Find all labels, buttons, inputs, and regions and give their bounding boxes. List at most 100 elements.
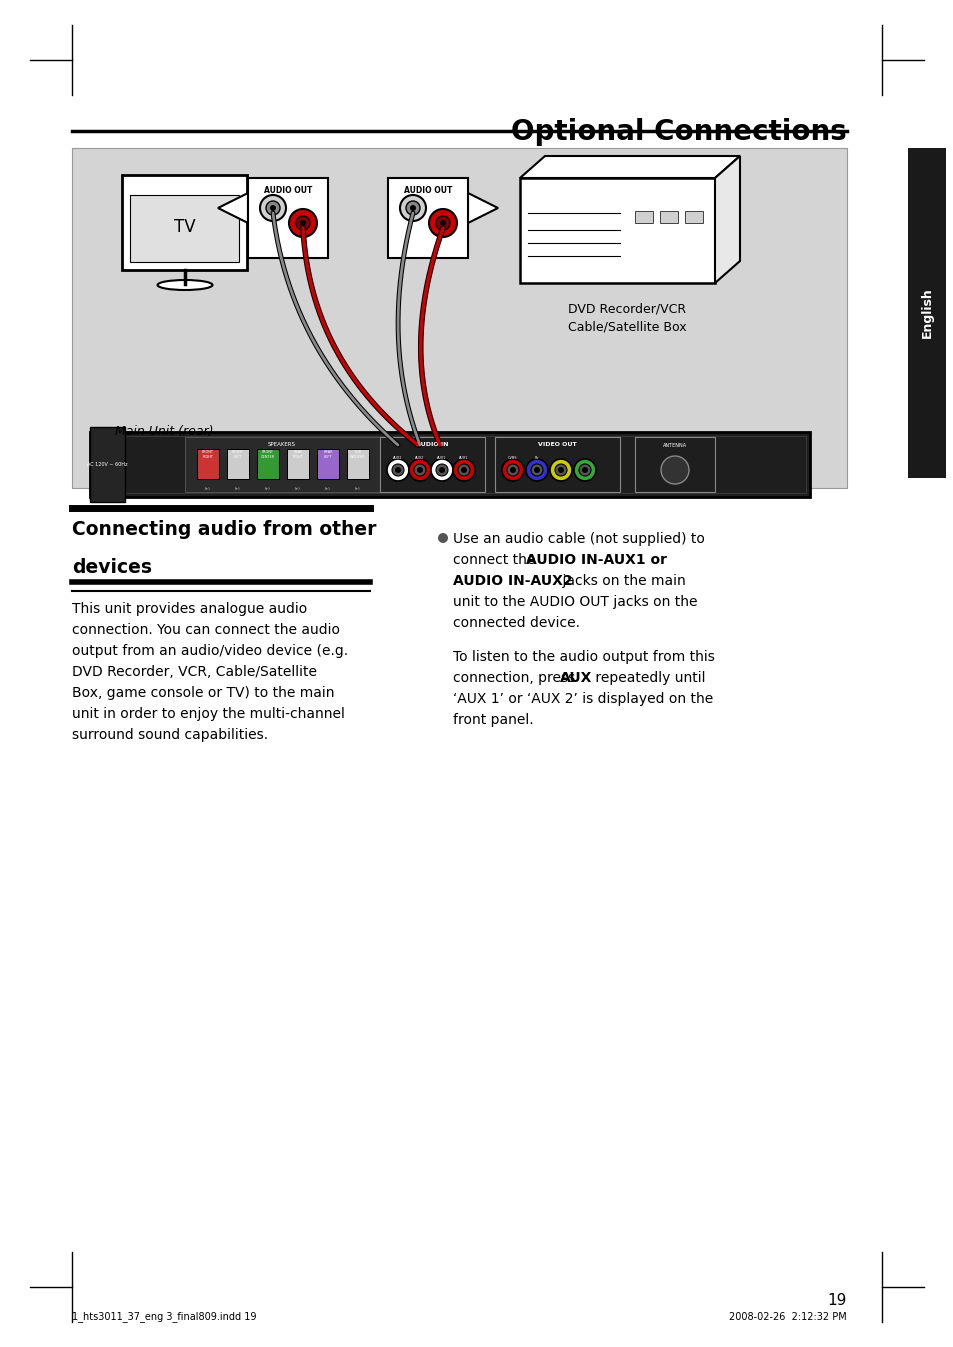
Circle shape: [406, 201, 419, 216]
Text: (+): (+): [355, 488, 360, 492]
Circle shape: [457, 463, 470, 475]
Text: connected device.: connected device.: [453, 616, 579, 630]
Bar: [256, 449, 278, 480]
Circle shape: [550, 459, 572, 481]
Text: Use an audio cable (not supplied) to: Use an audio cable (not supplied) to: [453, 532, 704, 546]
Circle shape: [436, 463, 448, 475]
Text: connect the: connect the: [453, 554, 539, 567]
Circle shape: [416, 467, 422, 473]
Circle shape: [437, 533, 448, 543]
Text: VIDEO OUT: VIDEO OUT: [537, 442, 577, 447]
Text: connection. You can connect the audio: connection. You can connect the audio: [71, 624, 339, 637]
Text: FRONT
LEFT: FRONT LEFT: [232, 450, 244, 458]
Text: SPEAKERS: SPEAKERS: [268, 442, 295, 447]
Circle shape: [392, 463, 403, 475]
Text: TV: TV: [174, 218, 195, 237]
Bar: [635, 211, 652, 224]
Circle shape: [270, 205, 275, 211]
Circle shape: [510, 467, 516, 473]
Text: front panel.: front panel.: [453, 713, 533, 727]
Circle shape: [660, 457, 688, 484]
Bar: [907, 148, 945, 478]
Text: (+): (+): [205, 488, 211, 492]
Text: AUDIO OUT: AUDIO OUT: [264, 186, 312, 195]
Bar: [659, 211, 678, 224]
Circle shape: [431, 459, 453, 481]
Text: Optional Connections: Optional Connections: [511, 119, 846, 145]
Text: REAR
LEFT: REAR LEFT: [323, 450, 333, 458]
Polygon shape: [519, 156, 740, 178]
Circle shape: [525, 459, 547, 481]
Circle shape: [399, 195, 426, 221]
Circle shape: [460, 467, 467, 473]
Circle shape: [534, 467, 539, 473]
Text: AUX1: AUX1: [458, 457, 468, 459]
Circle shape: [506, 463, 518, 475]
Circle shape: [531, 463, 542, 475]
Bar: [684, 211, 702, 224]
Bar: [287, 449, 309, 480]
Text: This unit provides analogue audio: This unit provides analogue audio: [71, 602, 307, 616]
Text: unit to the AUDIO OUT jacks on the: unit to the AUDIO OUT jacks on the: [453, 595, 697, 609]
Bar: [131, 195, 239, 263]
Text: repeatedly until: repeatedly until: [590, 671, 705, 686]
Bar: [248, 178, 328, 259]
Bar: [635, 436, 714, 492]
Text: AUX1: AUX1: [436, 457, 446, 459]
Circle shape: [555, 463, 566, 475]
Text: AUX2: AUX2: [415, 457, 424, 459]
Text: AUX2: AUX2: [393, 457, 402, 459]
Bar: [90, 427, 125, 502]
Text: surround sound capabilities.: surround sound capabilities.: [71, 727, 268, 742]
Bar: [379, 436, 484, 492]
Text: (+): (+): [265, 488, 271, 492]
Circle shape: [558, 467, 563, 473]
Text: AUX: AUX: [559, 671, 592, 686]
Circle shape: [438, 467, 444, 473]
Circle shape: [501, 459, 523, 481]
FancyBboxPatch shape: [122, 175, 247, 269]
Bar: [185, 436, 379, 492]
Polygon shape: [468, 193, 497, 224]
Circle shape: [410, 205, 416, 211]
Text: To listen to the audio output from this: To listen to the audio output from this: [453, 651, 714, 664]
Text: REAR
RIGHT: REAR RIGHT: [293, 450, 303, 458]
Text: English: English: [920, 288, 933, 338]
Text: FRONT
RIGHT: FRONT RIGHT: [202, 450, 213, 458]
Text: DVD Recorder, VCR, Cable/Satellite: DVD Recorder, VCR, Cable/Satellite: [71, 665, 316, 679]
Text: Cable/Satellite Box: Cable/Satellite Box: [568, 321, 686, 333]
Circle shape: [574, 459, 596, 481]
Text: AUDIO OUT: AUDIO OUT: [403, 186, 452, 195]
Text: Connecting audio from other: Connecting audio from other: [71, 520, 376, 539]
Ellipse shape: [157, 280, 213, 290]
Circle shape: [409, 459, 431, 481]
Text: connection, press: connection, press: [453, 671, 579, 686]
Text: output from an audio/video device (e.g.: output from an audio/video device (e.g.: [71, 644, 348, 657]
Text: AC 120V ~ 60Hz: AC 120V ~ 60Hz: [87, 462, 127, 467]
Circle shape: [295, 216, 310, 230]
Circle shape: [395, 467, 400, 473]
Bar: [196, 449, 219, 480]
Text: ‘AUX 1’ or ‘AUX 2’ is displayed on the: ‘AUX 1’ or ‘AUX 2’ is displayed on the: [453, 692, 713, 706]
Text: 19: 19: [827, 1293, 846, 1308]
Circle shape: [414, 463, 426, 475]
Bar: [71, 148, 846, 488]
Text: AUDIO IN-AUX1 or: AUDIO IN-AUX1 or: [525, 554, 666, 567]
Circle shape: [453, 459, 475, 481]
Bar: [94, 436, 805, 493]
Circle shape: [439, 220, 446, 226]
Circle shape: [260, 195, 286, 221]
Text: (+): (+): [235, 488, 240, 492]
Text: AUDIO IN: AUDIO IN: [416, 442, 448, 447]
Polygon shape: [218, 193, 248, 224]
Circle shape: [387, 459, 409, 481]
Circle shape: [581, 467, 587, 473]
Bar: [227, 449, 249, 480]
Text: (+): (+): [325, 488, 331, 492]
Text: Box, game console or TV) to the main: Box, game console or TV) to the main: [71, 686, 335, 700]
Bar: [519, 178, 714, 283]
Circle shape: [266, 201, 280, 216]
Text: ANTENNA: ANTENNA: [662, 443, 686, 449]
Text: AUDIO IN‑AUX2: AUDIO IN‑AUX2: [453, 574, 572, 589]
Bar: [347, 449, 369, 480]
